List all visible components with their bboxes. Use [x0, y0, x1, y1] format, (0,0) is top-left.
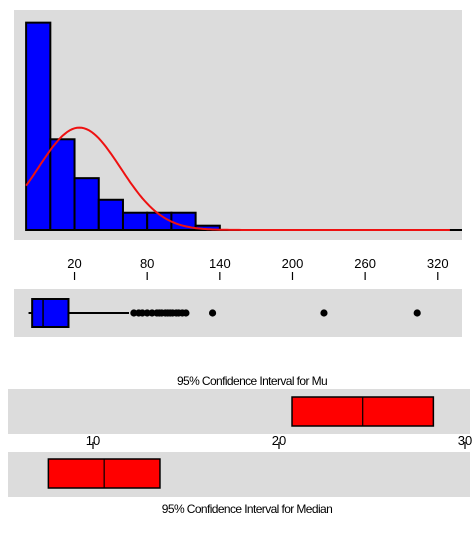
histogram-bar [73, 177, 100, 232]
interval-tick-label: 10 [86, 433, 100, 448]
boxplot-box [31, 298, 70, 328]
histogram-bar [121, 211, 149, 232]
interval-tick-label: 20 [272, 433, 286, 448]
histogram-bar [97, 198, 124, 231]
histogram-tick-label: 20 [67, 256, 81, 271]
histogram-tick-label: 260 [354, 256, 376, 271]
mu-interval [291, 396, 435, 427]
median-interval [47, 458, 161, 489]
histogram-bar [25, 21, 52, 231]
histogram-tick-label: 320 [427, 256, 449, 271]
boxplot-outlier [182, 309, 190, 317]
histogram-tick-label: 200 [282, 256, 304, 271]
histogram-tick-label: 140 [209, 256, 231, 271]
histogram-x-axis: 20 80 140 200 260 320 [67, 256, 449, 280]
boxplot-outlier [320, 309, 328, 317]
median-interval-title: 95% Confidence Interval for Median [162, 502, 332, 516]
boxplot [28, 298, 421, 328]
mu-interval-title: 95% Confidence Interval for Mu [177, 374, 327, 388]
histogram-tick-label: 80 [140, 256, 154, 271]
histogram-bars [25, 21, 462, 232]
interval-x-axis: 10 20 30 [86, 433, 472, 449]
normal-curve [25, 126, 450, 231]
boxplot-outlier [413, 309, 421, 317]
interval-tick-label: 30 [458, 433, 472, 448]
boxplot-outlier [208, 309, 217, 317]
histogram-bar [49, 138, 76, 231]
